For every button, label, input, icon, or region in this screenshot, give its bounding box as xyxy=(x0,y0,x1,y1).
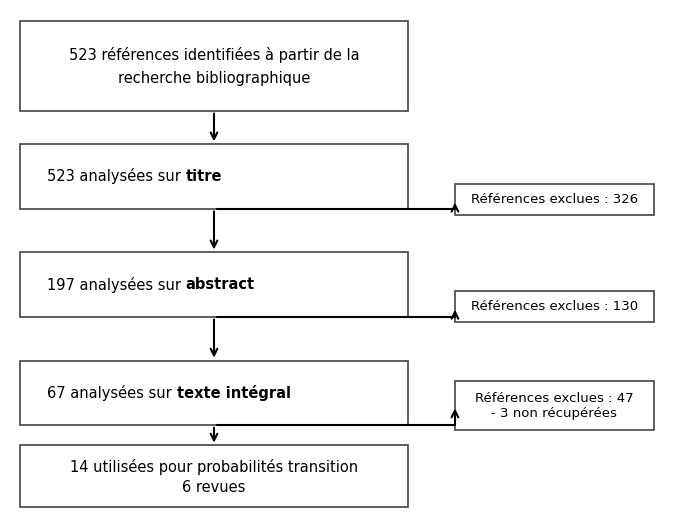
Text: Références exclues : 130: Références exclues : 130 xyxy=(471,300,638,314)
Text: titre: titre xyxy=(185,169,222,184)
Bar xyxy=(455,184,654,215)
Bar xyxy=(20,144,408,209)
Text: 14 utilisées pour probabilités transition: 14 utilisées pour probabilités transitio… xyxy=(70,459,358,475)
Text: 67 analysées sur: 67 analysées sur xyxy=(47,385,177,401)
Text: 197 analysées sur: 197 analysées sur xyxy=(47,277,186,293)
Text: 523 analysées sur: 523 analysées sur xyxy=(47,168,185,184)
Bar xyxy=(20,360,408,425)
Text: Références exclues : 47
- 3 non récupérées: Références exclues : 47 - 3 non récupéré… xyxy=(475,391,634,420)
Bar xyxy=(20,445,408,507)
Text: 523 références identifiées à partir de la: 523 références identifiées à partir de l… xyxy=(69,47,359,63)
Bar xyxy=(20,252,408,317)
Bar xyxy=(455,291,654,322)
Bar xyxy=(455,381,654,430)
Text: recherche bibliographique: recherche bibliographique xyxy=(118,71,310,86)
Text: texte intégral: texte intégral xyxy=(177,385,290,401)
Text: Références exclues : 326: Références exclues : 326 xyxy=(471,193,638,207)
Bar xyxy=(20,21,408,111)
Text: abstract: abstract xyxy=(186,277,255,292)
Text: 6 revues: 6 revues xyxy=(182,480,246,495)
